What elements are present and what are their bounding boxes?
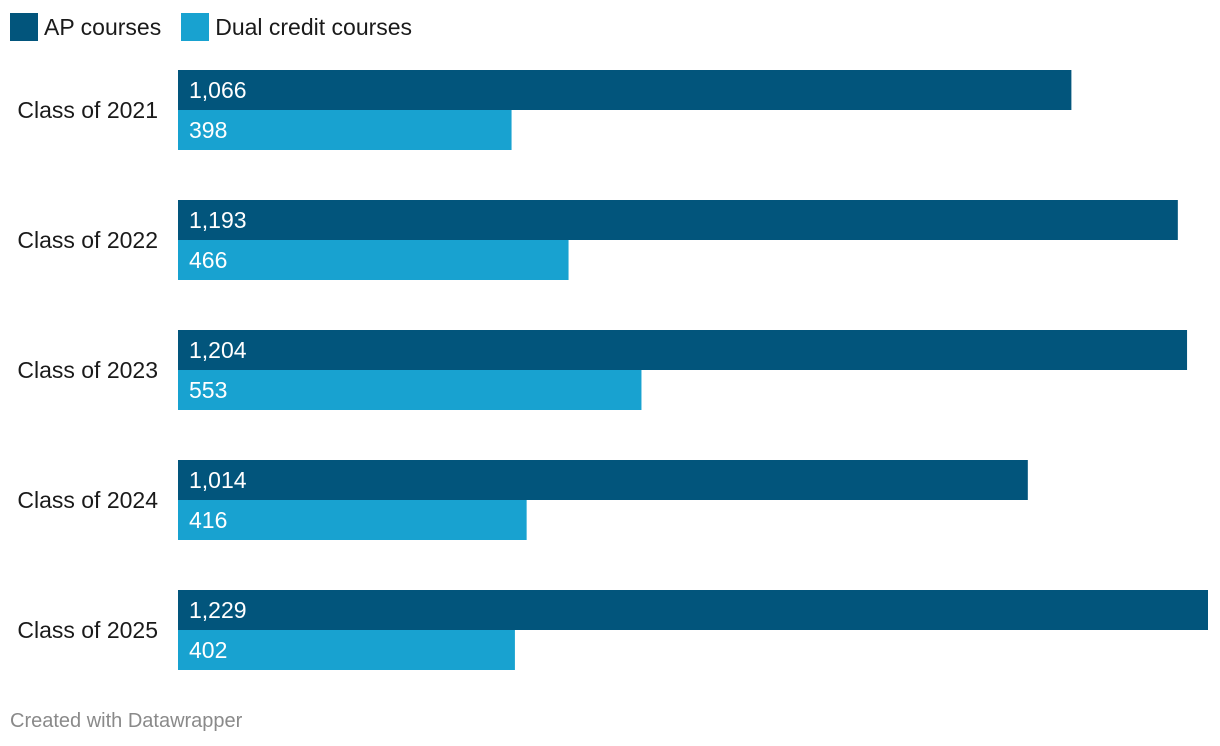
bar-group-class-of-2021: Class of 2021 1,066 398 bbox=[17, 70, 1072, 150]
bar-dual-credit-courses-class-of-2022 bbox=[178, 240, 569, 280]
legend-item-dual-credit-courses: Dual credit courses bbox=[181, 13, 412, 41]
bar-ap-courses-class-of-2023 bbox=[178, 330, 1188, 370]
legend-label-dual-credit-courses: Dual credit courses bbox=[215, 14, 413, 40]
bar-dual-credit-courses-class-of-2023 bbox=[178, 370, 642, 410]
data-label-ap-courses: 1,204 bbox=[189, 337, 247, 363]
bar-ap-courses-class-of-2025 bbox=[178, 590, 1208, 630]
legend-swatch-dual-credit-courses bbox=[181, 13, 210, 41]
bar-group-class-of-2025: Class of 2025 1,229 402 bbox=[17, 590, 1208, 670]
category-label: Class of 2023 bbox=[17, 357, 158, 383]
bar-ap-courses-class-of-2021 bbox=[178, 70, 1072, 110]
data-label-dual-credit-courses: 416 bbox=[189, 507, 227, 533]
chart-legend: AP courses Dual credit courses bbox=[10, 13, 432, 41]
category-label: Class of 2025 bbox=[17, 617, 158, 643]
bar-ap-courses-class-of-2022 bbox=[178, 200, 1178, 240]
bar-group-class-of-2024: Class of 2024 1,014 416 bbox=[17, 460, 1028, 540]
data-label-dual-credit-courses: 553 bbox=[189, 377, 227, 403]
bar-group-class-of-2022: Class of 2022 1,193 466 bbox=[17, 200, 1178, 280]
footer-credit: Created with Datawrapper bbox=[10, 710, 243, 732]
bar-dual-credit-courses-class-of-2021 bbox=[178, 110, 512, 150]
legend-label-ap-courses: AP courses bbox=[44, 14, 162, 40]
legend-swatch-ap-courses bbox=[10, 13, 38, 41]
data-label-ap-courses: 1,066 bbox=[189, 77, 247, 103]
bar-group-class-of-2023: Class of 2023 1,204 553 bbox=[17, 330, 1188, 410]
category-label: Class of 2021 bbox=[17, 97, 158, 123]
bar-ap-courses-class-of-2024 bbox=[178, 460, 1028, 500]
data-label-ap-courses: 1,193 bbox=[189, 207, 247, 233]
data-label-dual-credit-courses: 466 bbox=[189, 247, 227, 273]
data-label-dual-credit-courses: 402 bbox=[189, 637, 227, 663]
data-label-dual-credit-courses: 398 bbox=[189, 117, 227, 143]
bar-dual-credit-courses-class-of-2024 bbox=[178, 500, 527, 540]
data-label-ap-courses: 1,014 bbox=[189, 467, 247, 493]
category-label: Class of 2024 bbox=[17, 487, 158, 513]
category-label: Class of 2022 bbox=[17, 227, 158, 253]
bar-dual-credit-courses-class-of-2025 bbox=[178, 630, 515, 670]
data-label-ap-courses: 1,229 bbox=[189, 597, 247, 623]
legend-item-ap-courses: AP courses bbox=[10, 13, 161, 41]
bar-chart: Class of 2021 1,066 398 Class of 2022 1,193 4… bbox=[17, 70, 1208, 670]
